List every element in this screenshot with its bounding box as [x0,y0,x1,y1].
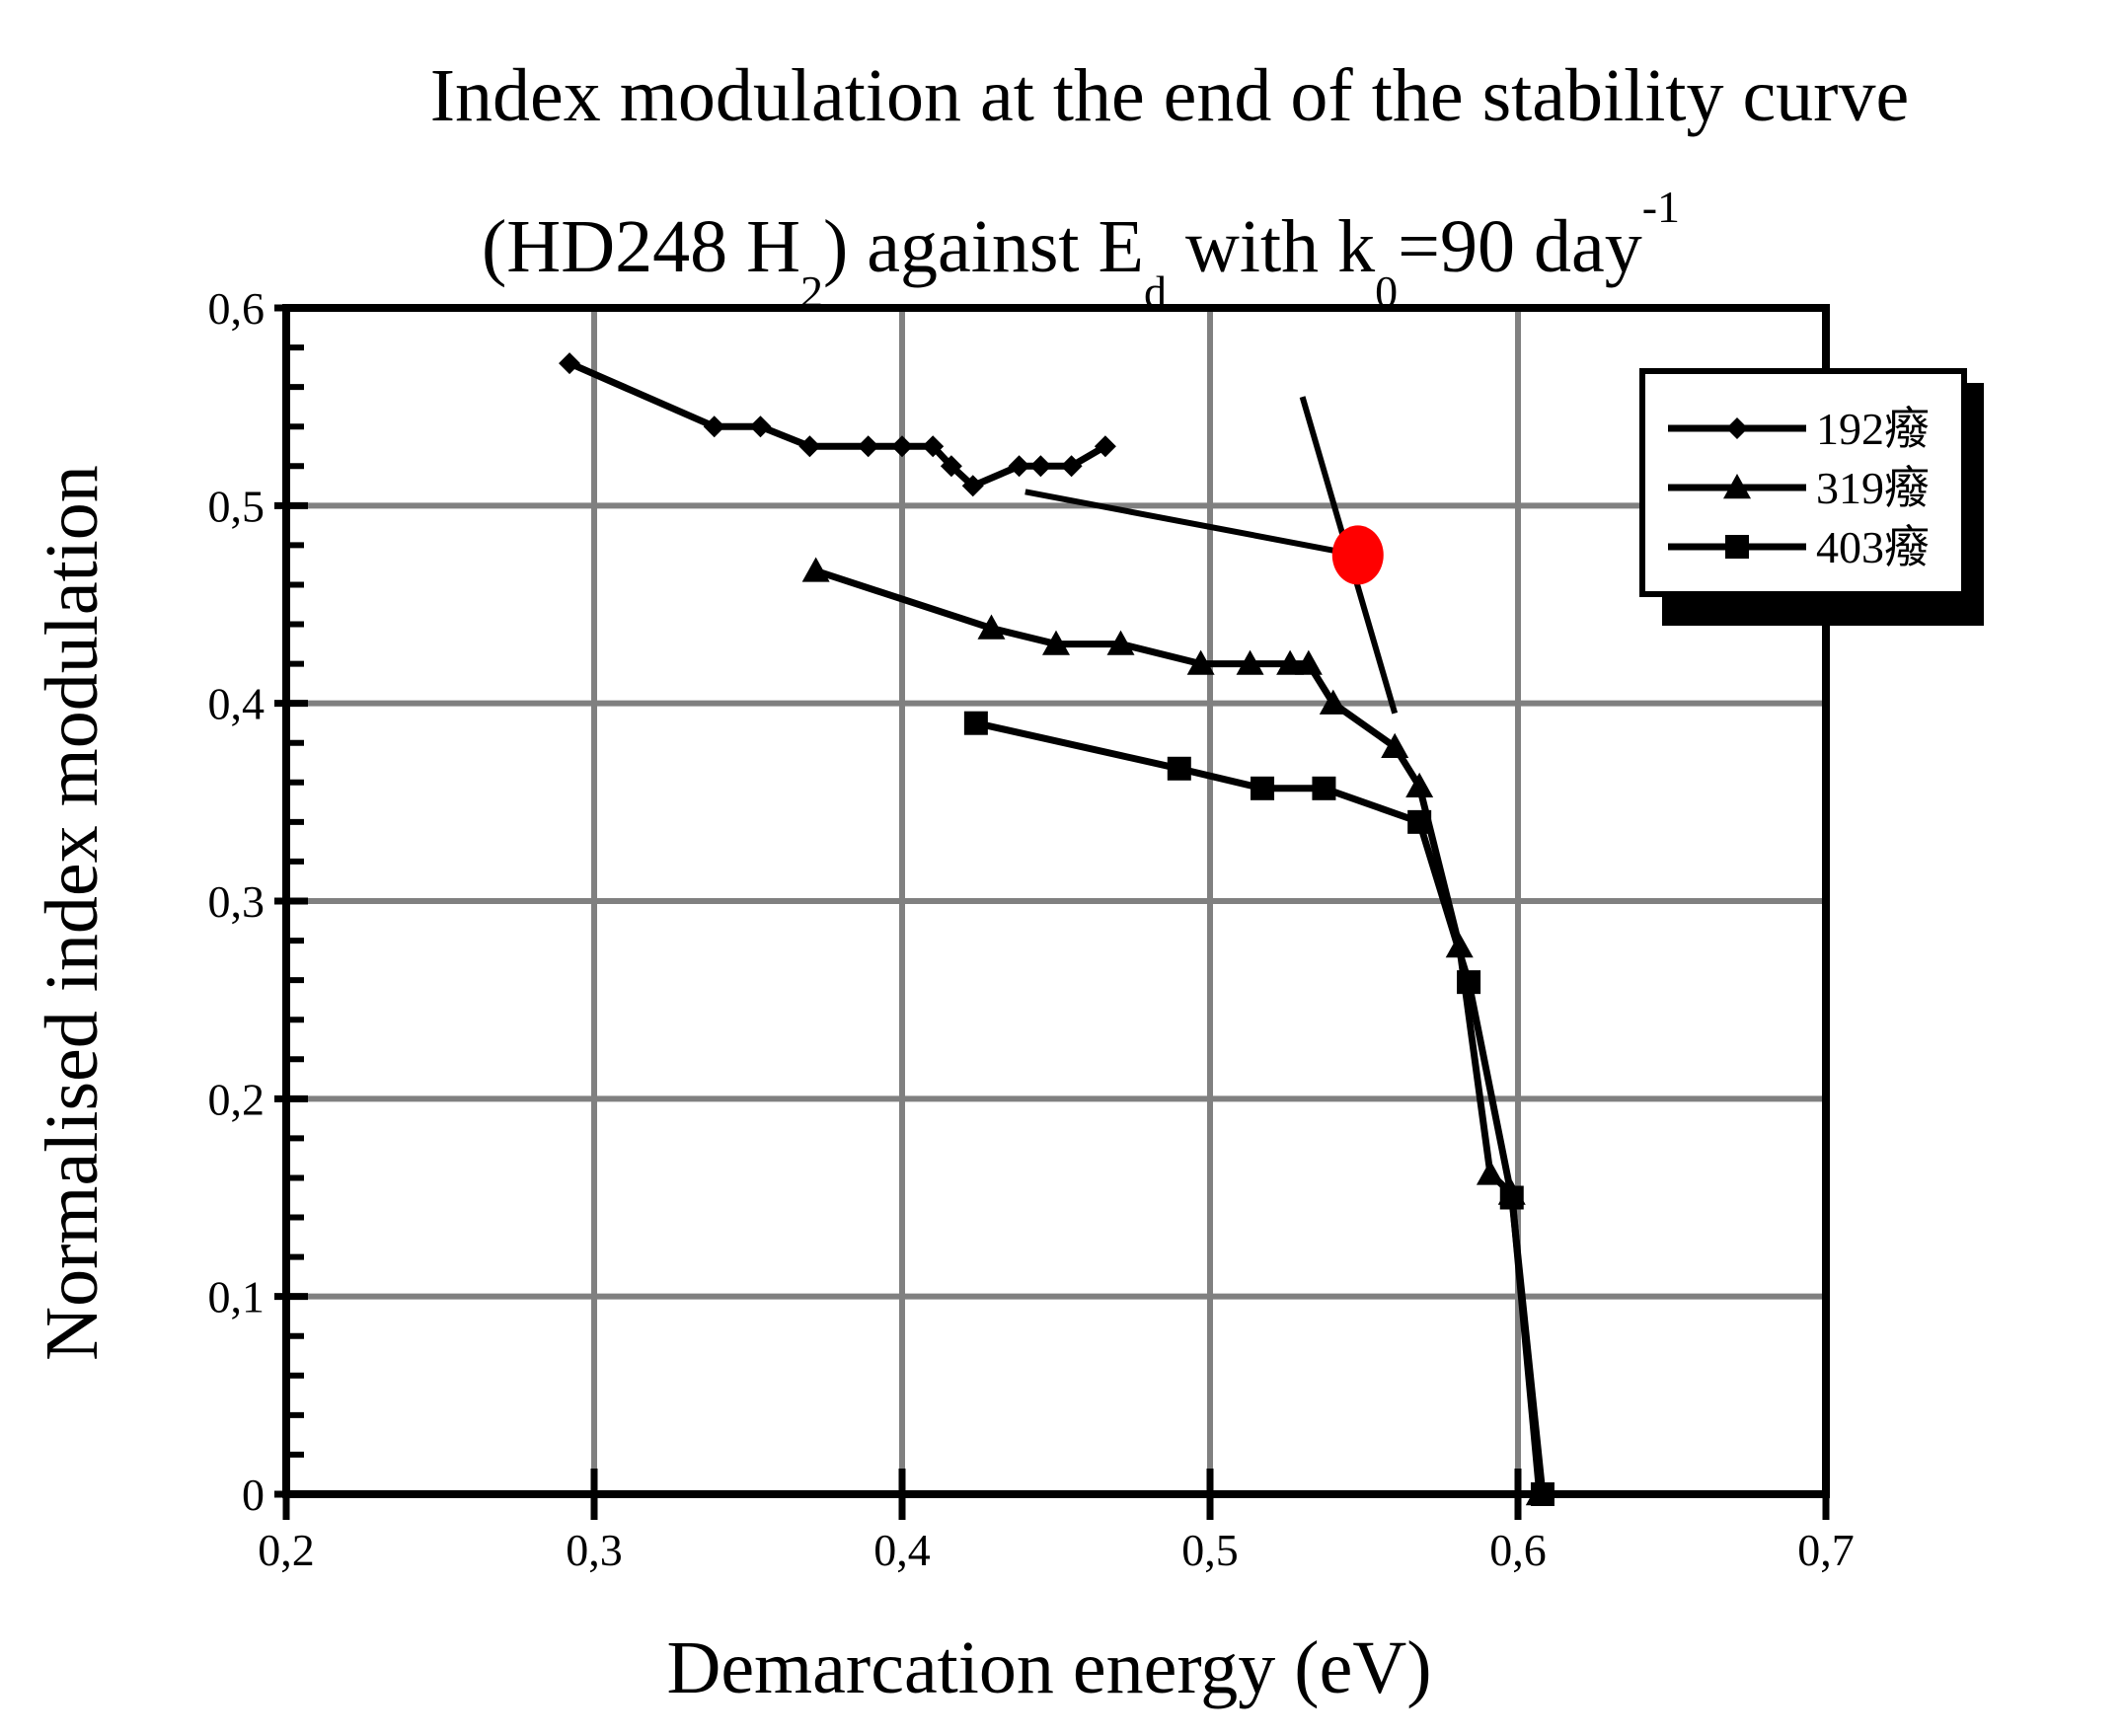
y-axis-title: Normalised index modulation [31,465,114,1361]
series-line-3 [975,719,1547,1495]
data-point-series-2 [1042,630,1070,655]
data-point-series-3 [1457,970,1481,995]
data-point-series-3 [1499,1185,1524,1210]
data-point-series-3 [1167,756,1191,781]
data-point-series-1 [961,475,984,497]
data-point-series-3 [1312,776,1336,800]
data-point-series-3 [963,711,988,735]
data-series [559,352,1554,1506]
data-point-series-2 [977,614,1006,640]
legend-box [1639,368,1967,597]
y-tick-label: 0,6 [208,283,265,334]
data-point-series-1 [559,352,581,375]
data-point-series-1 [703,415,725,438]
title-part3: with k [1167,205,1375,288]
legend: 192癈 319癈 403癈 [1639,368,1984,626]
data-point-series-2 [1294,649,1323,675]
data-point-series-2 [1476,1160,1504,1185]
x-tick-label: 0,7 [1797,1525,1855,1575]
series-line-2 [814,567,1544,1495]
y-tick-label: 0,5 [208,481,265,531]
legend-marker-1 [1726,417,1748,439]
data-point-series-1 [922,435,945,458]
data-point-series-2 [1106,630,1135,655]
data-point-series-3 [1530,1482,1554,1506]
legend-label-3: 403癈 [1816,522,1930,572]
data-point-series-1 [1094,435,1116,458]
data-point-series-1 [1029,455,1052,478]
y-tick-label: 0,4 [208,679,265,729]
title-part2: ) against E [823,205,1144,288]
data-point-series-1 [940,455,962,478]
y-tick-label: 0,3 [208,876,265,927]
data-point-series-1 [891,435,913,458]
data-point-series-2 [1319,689,1347,715]
data-point-series-2 [1186,649,1215,675]
data-point-series-1 [749,415,772,438]
y-tick-label: 0,2 [208,1074,265,1124]
grid [286,308,1826,1494]
data-point-series-1 [857,435,879,458]
title-part4: =90 day [1398,205,1642,288]
fit-line-shallow [1024,489,1359,559]
data-point-series-1 [798,435,821,458]
x-tick-label: 0,2 [258,1525,315,1575]
data-point-series-2 [1381,732,1409,758]
legend-marker-3 [1725,535,1749,559]
data-point-series-2 [1405,772,1434,798]
axis-tick-labels: 0 0,1 0,2 0,3 0,4 0,5 0,6 0,2 0,3 0,4 0,5 0,6 0,7 [208,283,1855,1575]
data-point-series-3 [1407,809,1432,834]
data-point-series-1 [1008,455,1030,478]
data-point-series-2 [801,557,830,582]
x-tick-label: 0,5 [1181,1525,1239,1575]
chart-title-line1: Index modulation at the end of the stabi… [430,54,1909,137]
x-axis-title: Demarcation energy (eV) [666,1626,1431,1709]
data-point-series-3 [1251,776,1275,800]
chart-title-line2: (HD248 H2) against Ed with k0=90 day-1 [482,182,1680,317]
y-tick-label: 0 [242,1470,265,1520]
data-point-series-2 [1236,649,1264,675]
y-tick-label: 0,1 [208,1272,265,1322]
title-part1: (HD248 H [482,205,800,288]
legend-label-2: 319癈 [1816,463,1930,513]
legend-marker-2 [1723,474,1751,499]
data-point-series-2 [1276,649,1305,675]
title-sup: -1 [1642,182,1680,232]
legend-label-1: 192癈 [1816,404,1930,454]
x-tick-label: 0,4 [873,1525,931,1575]
intersection-marker [1331,525,1384,585]
axis-ticks [274,304,1830,1520]
data-point-series-1 [1060,455,1083,478]
x-tick-label: 0,6 [1489,1525,1547,1575]
x-tick-label: 0,3 [566,1525,623,1575]
